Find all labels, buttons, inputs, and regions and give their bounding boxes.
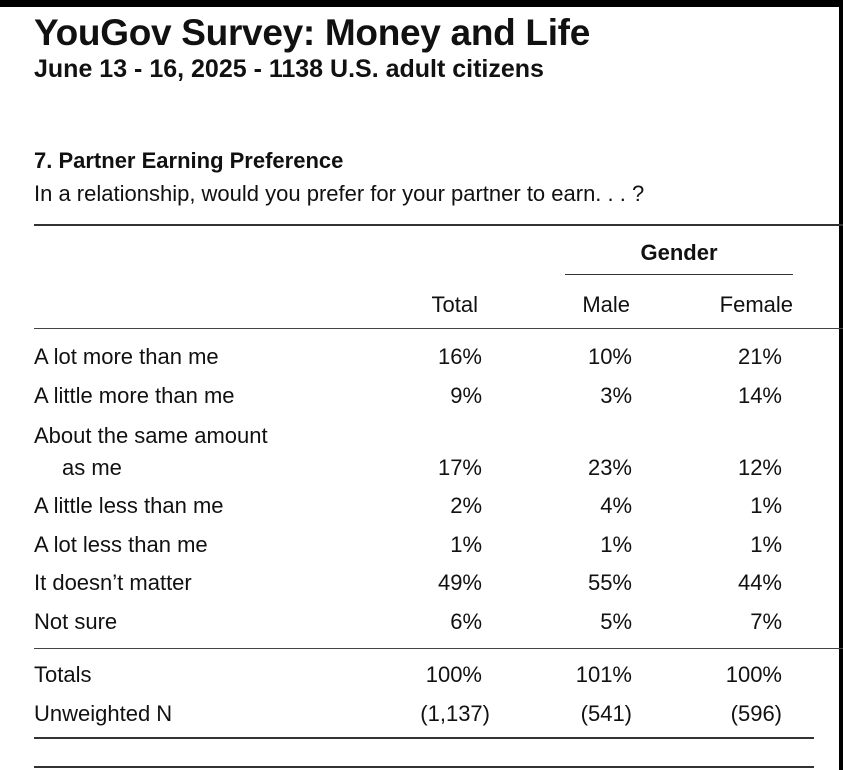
cell-female: 12% [737, 455, 782, 480]
cell-male: 1% [600, 532, 632, 557]
cell-male: 55% [587, 570, 632, 595]
cell-male: 23% [587, 455, 632, 480]
cell-total: 6% [450, 609, 482, 634]
totals-female: 100% [725, 662, 782, 687]
cell-female: 21% [737, 344, 782, 369]
totals-label: Totals [34, 662, 92, 687]
row-label: A little less than me [34, 493, 224, 518]
survey-title: YouGov Survey: Money and Life [34, 12, 590, 53]
row-label: Not sure [34, 609, 118, 634]
unweighted-n-female: (596) [730, 701, 782, 726]
question-text: In a relationship, would you prefer for … [34, 181, 645, 206]
table-bottom-rule [34, 737, 814, 739]
cell-total: 9% [450, 383, 482, 408]
cell-male: 3% [600, 383, 632, 408]
survey-subtitle: June 13 - 16, 2025 - 1138 U.S. adult cit… [34, 55, 544, 83]
right-border [839, 0, 843, 770]
cell-male: 4% [600, 493, 632, 518]
question-title: 7. Partner Earning Preference [34, 148, 344, 173]
cell-total: 17% [437, 455, 482, 480]
row-label: It doesn’t matter [34, 570, 192, 595]
cell-total: 16% [437, 344, 482, 369]
row-label: A lot more than me [34, 344, 219, 369]
unweighted-n-label: Unweighted N [34, 701, 173, 726]
row-label: About the same amount [34, 423, 268, 448]
unweighted-n-total: (1,137) [420, 701, 490, 726]
cell-total: 49% [437, 570, 482, 595]
cell-female: 1% [750, 493, 782, 518]
group-header-rule [565, 274, 793, 275]
totals-male: 101% [575, 662, 632, 687]
cell-female: 1% [750, 532, 782, 557]
row-label: A lot less than me [34, 532, 208, 557]
cell-total: 2% [450, 493, 482, 518]
row-label: A little more than me [34, 383, 235, 408]
column-header-male: Male [582, 292, 630, 317]
column-header-total: Total [431, 292, 478, 317]
totals-total: 100% [425, 662, 482, 687]
cell-male: 5% [600, 609, 632, 634]
group-header-gender: Gender [640, 240, 718, 265]
totals-rule [34, 648, 843, 649]
cell-female: 14% [737, 383, 782, 408]
top-border [0, 0, 843, 7]
unweighted-n-male: (541) [580, 701, 632, 726]
header-rule [34, 328, 843, 329]
cell-total: 1% [450, 532, 482, 557]
cell-female: 7% [750, 609, 782, 634]
row-label-continued: as me [62, 455, 122, 480]
column-header-female: Female [719, 292, 793, 317]
cell-male: 10% [587, 344, 632, 369]
cell-female: 44% [737, 570, 782, 595]
page-bottom-rule [34, 766, 814, 768]
table-top-rule [34, 224, 843, 226]
